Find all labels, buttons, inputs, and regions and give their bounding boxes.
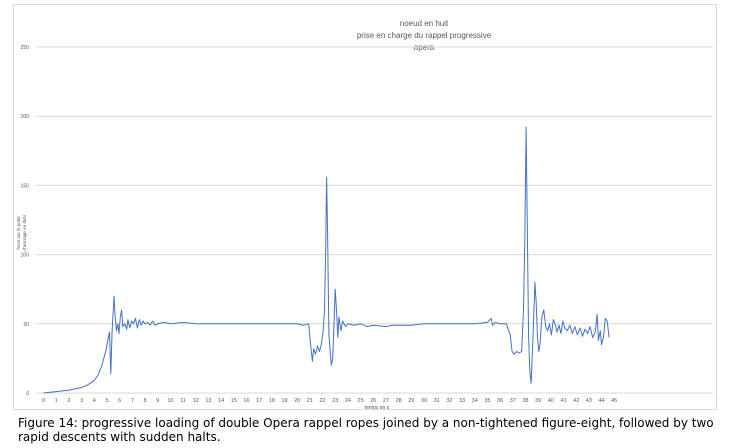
x-tick-label-4: 4 (93, 398, 96, 404)
x-tick-label-43: 43 (586, 398, 592, 404)
x-tick-label-17: 17 (256, 398, 262, 404)
x-tick-label-45: 45 (611, 398, 617, 404)
x-tick-label-5: 5 (105, 398, 108, 404)
x-tick-label-7: 7 (131, 398, 134, 404)
x-tick-label-13: 13 (205, 398, 211, 404)
x-tick-label-21: 21 (307, 398, 313, 404)
caption-line-1: Figure 14: progressive loading of double… (18, 416, 714, 430)
x-tick-label-22: 22 (319, 398, 325, 404)
x-tick-label-19: 19 (281, 398, 287, 404)
x-tick-label-15: 15 (231, 398, 237, 404)
x-tick-label-33: 33 (459, 398, 465, 404)
x-tick-label-36: 36 (497, 398, 503, 404)
x-tick-label-11: 11 (180, 398, 186, 404)
x-tick-label-37: 37 (510, 398, 516, 404)
x-tick-label-6: 6 (118, 398, 121, 404)
x-tick-label-29: 29 (408, 398, 414, 404)
x-tick-label-10: 10 (167, 398, 173, 404)
figure-caption: Figure 14: progressive loading of double… (18, 416, 718, 444)
y-tick-label-200: 200 (21, 114, 30, 120)
x-tick-label-34: 34 (472, 398, 478, 404)
x-tick-label-32: 32 (446, 398, 452, 404)
chart-title-line-2: prise en charge du rappel progressive (356, 31, 492, 40)
x-tick-label-40: 40 (548, 398, 554, 404)
x-tick-label-44: 44 (598, 398, 604, 404)
x-tick-label-41: 41 (560, 398, 566, 404)
x-tick-label-3: 3 (80, 398, 83, 404)
series-line-1 (43, 126, 610, 394)
x-tick-label-20: 20 (294, 398, 300, 404)
x-tick-label-42: 42 (573, 398, 579, 404)
chart-title-line-1: noeud en huit (399, 19, 449, 28)
x-tick-label-30: 30 (421, 398, 427, 404)
x-tick-label-14: 14 (218, 398, 224, 404)
y-axis-label-line-1: force sur le point (16, 216, 21, 250)
x-tick-label-18: 18 (269, 398, 275, 404)
x-tick-label-8: 8 (144, 398, 147, 404)
x-tick-label-31: 31 (434, 398, 440, 404)
x-tick-label-28: 28 (396, 398, 402, 404)
x-tick-label-1: 1 (55, 398, 58, 404)
x-tick-label-0: 0 (42, 398, 45, 404)
y-tick-label-100: 100 (21, 253, 30, 259)
x-tick-label-12: 12 (193, 398, 199, 404)
x-tick-label-38: 38 (522, 398, 528, 404)
y-axis-label-line-2: d'ancrage en daN (22, 215, 27, 250)
x-tick-label-25: 25 (358, 398, 364, 404)
caption-line-2: rapid descents with sudden halts. (18, 430, 221, 444)
chart-frame: noeud en huit prise en charge du rappel … (13, 4, 717, 410)
x-tick-label-9: 9 (156, 398, 159, 404)
x-tick-label-2: 2 (67, 398, 70, 404)
x-tick-label-39: 39 (535, 398, 541, 404)
x-tick-label-27: 27 (383, 398, 389, 404)
y-tick-label-150: 150 (21, 183, 30, 189)
x-tick-label-26: 26 (370, 398, 376, 404)
y-tick-label-250: 250 (21, 45, 30, 51)
x-axis-label: temps en s (365, 405, 390, 409)
x-tick-label-23: 23 (332, 398, 338, 404)
x-tick-label-35: 35 (484, 398, 490, 404)
y-tick-label-50: 50 (23, 322, 29, 328)
x-tick-label-24: 24 (345, 398, 351, 404)
y-tick-label-0: 0 (26, 391, 29, 397)
x-tick-label-16: 16 (243, 398, 249, 404)
